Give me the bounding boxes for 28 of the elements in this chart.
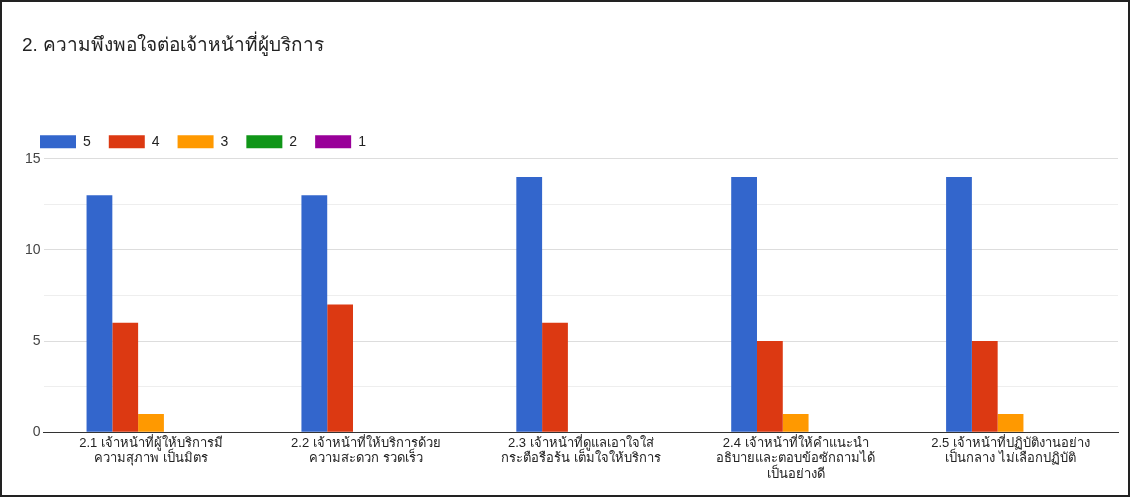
x-tick-label: 2.3 เจ้าหน้าที่ดูแลเอาใจใส่ กระตือรือร้น เต็มใจให้บริการ <box>500 433 661 466</box>
x-tick-label: 2.5 เจ้าหน้าที่ปฏิบัติงานอย่าง เป็นกลาง ไม่เลือกปฏิบัติ <box>931 433 1090 466</box>
bar <box>946 177 972 432</box>
bar <box>756 341 783 432</box>
legend-label: 5 <box>83 132 91 149</box>
bar <box>327 304 354 432</box>
x-tick-label: 2.4 เจ้าหน้าที่ให้คำแนะนำ อธิบายและตอบข้อซักถามได้ เป็นอย่างดี <box>716 433 876 481</box>
bar <box>731 177 757 432</box>
chart-title: 2. ความพึงพอใจต่อเจ้าหน้าที่ผู้บริการ <box>22 30 325 56</box>
bar <box>301 195 328 432</box>
bar <box>86 195 113 432</box>
bar <box>516 177 543 432</box>
x-tick-label: 2.2 เจ้าหน้าที่ให้บริการด้วย ความสะดวก รวดเร็ว <box>291 433 441 466</box>
bar <box>997 413 1024 432</box>
bar <box>138 413 164 432</box>
x-tick-label: 2.1 เจ้าหน้าที่ผู้ให้บริการมี ความสุภาพ เป็นมิตร <box>79 433 223 467</box>
bar <box>112 322 139 432</box>
bar <box>782 413 809 432</box>
y-tick-label: 15 <box>24 149 41 166</box>
legend-label: 2 <box>289 132 298 149</box>
legend-label: 3 <box>220 132 229 149</box>
y-tick-label: 5 <box>32 331 41 348</box>
legend-label: 4 <box>151 132 160 149</box>
bar <box>971 341 998 432</box>
bar <box>542 322 568 432</box>
legend-label: 1 <box>358 132 367 149</box>
y-tick-label: 0 <box>32 423 41 440</box>
y-tick-label: 10 <box>24 240 41 257</box>
